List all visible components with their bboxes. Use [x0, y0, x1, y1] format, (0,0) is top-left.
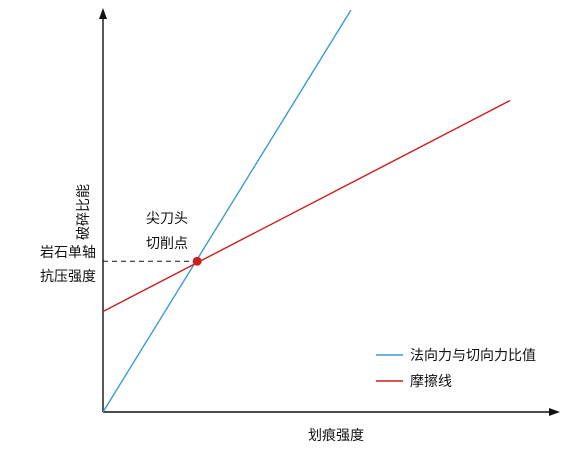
y-axis-arrow [99, 8, 107, 19]
uniaxial-strength-label-line2: 抗压强度 [40, 269, 96, 285]
y-axis-title: 破碎比能 [76, 184, 92, 240]
cutting-point-label-line2: 切削点 [146, 236, 188, 252]
cutting-point-label-line1: 尖刀头 [146, 211, 188, 227]
cutting-point-marker [192, 256, 202, 266]
uniaxial-strength-label-line1: 岩石单轴 [40, 245, 96, 261]
series-layer [103, 10, 511, 412]
series-line-2 [103, 99, 511, 313]
legend-label-1: 法向力与切向力比值 [410, 348, 536, 364]
series-line-1 [103, 10, 352, 412]
x-axis-title: 划痕强度 [308, 428, 364, 444]
x-axis-arrow [549, 408, 560, 416]
legend-label-2: 摩擦线 [410, 373, 452, 390]
